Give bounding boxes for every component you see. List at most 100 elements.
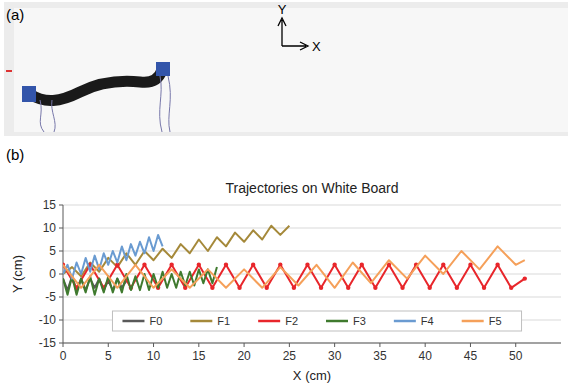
chart-title: Trajectories on White Board: [226, 180, 399, 196]
point: [224, 263, 228, 267]
tick-label: -15: [39, 336, 57, 350]
tick-mark: [470, 343, 471, 347]
tick-mark: [334, 343, 335, 347]
point: [373, 286, 377, 290]
tick-mark: [244, 343, 245, 347]
tick-mark: [379, 343, 380, 347]
point: [455, 286, 459, 290]
tick-label: 10: [147, 349, 161, 363]
legend-swatch: [258, 320, 280, 323]
tick-mark: [59, 320, 63, 321]
legend-swatch: [394, 320, 416, 323]
robot-head: [22, 86, 36, 102]
point: [509, 286, 513, 290]
tick-label: 5: [49, 244, 56, 258]
point: [210, 286, 214, 290]
tick-label: 15: [43, 198, 57, 212]
tick-mark: [59, 228, 63, 229]
axis-title: X (cm): [293, 368, 331, 383]
series-line: [63, 246, 525, 287]
axis-title: Y (cm): [10, 255, 25, 293]
wires: [40, 100, 55, 132]
point: [428, 286, 432, 290]
axis-arrow: [282, 42, 308, 50]
legend-label: F0: [149, 315, 162, 327]
axis-letter: Y: [278, 2, 287, 17]
tick-label: 15: [192, 349, 206, 363]
tick-label: 40: [419, 349, 433, 363]
tick-mark: [153, 343, 154, 347]
tick-mark: [198, 343, 199, 347]
tick-mark: [59, 274, 63, 275]
legend-swatch: [326, 320, 348, 323]
panel-label: (a): [6, 6, 24, 23]
point: [400, 286, 404, 290]
figure: (a) Y X (b) Trajectories on White Board -15 -1…: [0, 0, 572, 387]
tick-label: 5: [105, 349, 112, 363]
legend-swatch: [190, 320, 212, 323]
board: [4, 2, 568, 136]
point: [495, 263, 499, 267]
wires: [160, 76, 171, 132]
point: [346, 286, 350, 290]
tick-mark: [59, 251, 63, 252]
tick-label: 45: [464, 349, 478, 363]
point: [305, 263, 309, 267]
tick-mark: [425, 343, 426, 347]
point: [169, 263, 173, 267]
axis-arrow: [278, 18, 286, 46]
legend-label: F5: [489, 315, 502, 327]
tick-label: 10: [43, 221, 57, 235]
legend-label: F3: [353, 315, 366, 327]
tick-mark: [63, 343, 64, 347]
x-axis: [63, 343, 561, 344]
tick-mark: [59, 297, 63, 298]
legend-swatch: [462, 320, 484, 323]
grid-line: [63, 343, 561, 344]
tick-mark: [59, 205, 63, 206]
panel-label: (b): [6, 146, 24, 163]
series-line: [63, 235, 163, 279]
grid-line: [63, 228, 561, 229]
point: [482, 286, 486, 290]
tick-mark: [59, 343, 63, 344]
robot-body: [30, 70, 162, 101]
point: [237, 286, 241, 290]
grid-line: [63, 205, 561, 206]
grid-line: [63, 297, 561, 298]
tick-mark: [108, 343, 109, 347]
robot-tail: [156, 62, 170, 76]
panel-a: (a) Y X: [4, 2, 568, 136]
tick-label: 20: [237, 349, 251, 363]
legend-label: F1: [217, 315, 230, 327]
point: [319, 286, 323, 290]
axis-letter: X: [312, 39, 321, 54]
point: [441, 263, 445, 267]
point: [292, 286, 296, 290]
tick-label: 35: [373, 349, 387, 363]
tick-label: -5: [45, 290, 56, 304]
point: [197, 263, 201, 267]
legend-swatch: [122, 320, 144, 323]
point: [468, 263, 472, 267]
tick-label: 25: [283, 349, 297, 363]
point: [251, 263, 255, 267]
point: [360, 263, 364, 267]
point: [523, 276, 527, 280]
plot-area: [63, 226, 527, 295]
point: [265, 286, 269, 290]
tick-label: 0: [60, 349, 67, 363]
point: [332, 263, 336, 267]
tick-mark: [515, 343, 516, 347]
legend: F0 F1 F2 F3 F4 F5: [112, 311, 521, 331]
point: [142, 263, 146, 267]
tick-mark: [289, 343, 290, 347]
tick-label: -10: [39, 313, 57, 327]
legend-label: F2: [285, 315, 298, 327]
tick-label: 0: [49, 267, 56, 281]
legend-label: F4: [421, 315, 434, 327]
board-surface: [14, 8, 568, 132]
legend-box: [112, 311, 521, 331]
tick-label: 50: [509, 349, 523, 363]
tick-label: 30: [328, 349, 342, 363]
